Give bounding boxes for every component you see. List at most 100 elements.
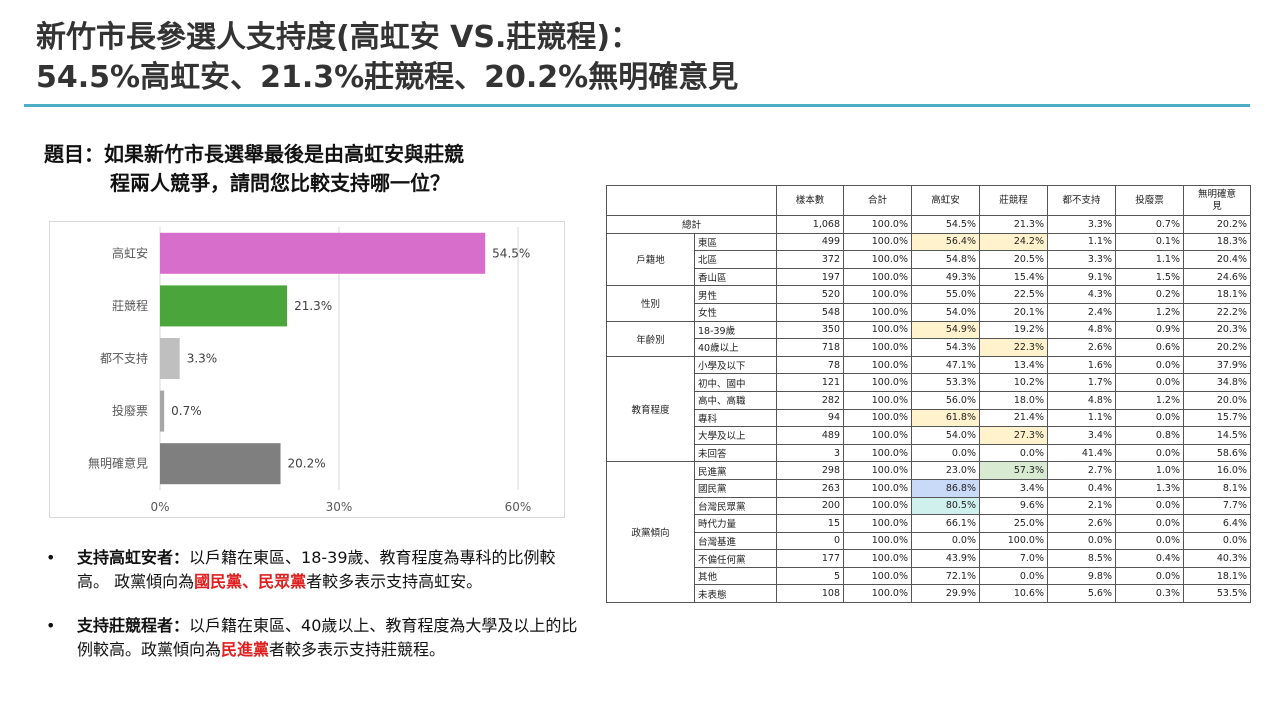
table-cell: 1.7% [1047, 373, 1116, 392]
row-label: 專科 [694, 408, 777, 428]
table-cell: 718 [776, 338, 844, 357]
table-cell: 20.2% [1183, 215, 1251, 234]
table-cell: 20.2% [1183, 338, 1251, 357]
table-cell: 0.1% [1115, 232, 1184, 252]
table-cell: 298 [776, 461, 844, 480]
table-cell: 0.9% [1115, 320, 1184, 340]
row-label: 大學及以上 [694, 426, 777, 445]
table-cell: 61.8% [911, 408, 980, 428]
table-cell: 350 [776, 320, 844, 340]
row-label: 不偏任何黨 [694, 549, 777, 568]
table-cell: 0.0% [1183, 531, 1251, 551]
table-cell: 4.8% [1047, 390, 1116, 410]
slide-title: 新竹市長參選人支持度(高虹安 VS.莊競程)： 54.5%高虹安、21.3%莊競… [36, 18, 1246, 98]
table-cell: 0.3% [1115, 584, 1184, 604]
table-cell: 22.3% [979, 338, 1048, 357]
finding-heading: 支持莊競程者： [77, 616, 190, 635]
table-cell: 24.6% [1183, 267, 1251, 287]
table-cell: 54.8% [911, 250, 980, 269]
table-cell: 9.8% [1047, 566, 1116, 586]
table-cell: 47.1% [911, 355, 980, 375]
table-cell: 548 [776, 302, 844, 322]
table-cell: 21.4% [979, 408, 1048, 428]
bullet-dot-icon: • [46, 616, 56, 635]
table-cell: 1,068 [776, 215, 844, 234]
table-cell: 3.3% [1047, 215, 1116, 234]
table-cell: 94 [776, 408, 844, 428]
table-cell: 0.0% [1115, 514, 1184, 533]
table-cell: 100.0% [843, 514, 912, 533]
table-cell: 4.8% [1047, 320, 1116, 340]
table-cell: 100.0% [843, 549, 912, 568]
table-row: 教育程度 小學及以下 78 100.0% 47.1% 13.4% 1.6% 0.0% 37.9% [606, 355, 1251, 463]
table-cell: 3 [776, 443, 844, 463]
findings-list: • 支持高虹安者：以戶籍在東區、18-39歲、教育程度為專科的比例較高。 政黨傾… [44, 546, 584, 682]
table-cell: 100.0% [843, 443, 912, 463]
table-cell: 56.0% [911, 390, 980, 410]
table-cell: 23.0% [911, 461, 980, 480]
data-label: 21.3% [294, 299, 332, 313]
column-header: 都不支持 [1047, 185, 1116, 216]
table-row: 高中、高職 282 100.0% 56.0% 18.0% 4.8% 1.2% 20.0% [607, 390, 1251, 410]
table-cell: 2.7% [1047, 461, 1116, 480]
column-header: 合計 [843, 185, 912, 216]
table-cell: 6.4% [1183, 514, 1251, 533]
column-header: 投廢票 [1115, 185, 1184, 216]
group-label: 年齡別 [606, 320, 695, 357]
table-row: 未表態 108 100.0% 29.9% 10.6% 5.6% 0.3% 53.5% [607, 584, 1251, 604]
table-cell: 24.2% [979, 232, 1048, 252]
table-row: 40歲以上 718 100.0% 54.3% 22.3% 2.6% 0.6% 20.2% [607, 338, 1251, 357]
table-cell: 54.0% [911, 302, 980, 322]
table-header-row: 樣本數 合計 高虹安 莊競程 都不支持 投廢票 無明確意見 [606, 185, 1251, 216]
row-label: 18-39歲 [694, 320, 777, 340]
table-cell: 100.0% [843, 355, 912, 375]
table-cell: 9.1% [1047, 267, 1116, 287]
finding-text: 以戶籍在東區、40歲以上、教育程度為大學及以上的比例較高。政黨傾向為 [77, 616, 578, 659]
table-cell: 2.6% [1047, 514, 1116, 533]
table-row: 政黨傾向 民進黨 298 100.0% 23.0% 57.3% 2.7% 1.0% 16.0% [606, 461, 1251, 604]
table-cell: 100.0% [843, 584, 912, 604]
table-cell: 100.0% [843, 285, 912, 304]
survey-question: 題目：如果新竹市長選舉最後是由高虹安與莊競 程兩人競爭，請問您比較支持哪一位？ [44, 140, 574, 198]
table-cell: 41.4% [1047, 443, 1116, 463]
table-cell: 20.0% [1183, 390, 1251, 410]
bar [160, 443, 281, 485]
table-cell: 3.4% [979, 478, 1048, 498]
table-cell: 8.1% [1183, 478, 1251, 498]
data-label: 0.7% [171, 404, 202, 418]
row-label: 男性 [694, 285, 777, 304]
data-label: 3.3% [187, 352, 218, 366]
table-cell: 0.0% [1115, 373, 1184, 392]
table-cell: 40.3% [1183, 549, 1251, 568]
row-label: 時代力量 [694, 514, 777, 533]
table-cell: 13.4% [979, 355, 1048, 375]
table-cell: 43.9% [911, 549, 980, 568]
table-row: 時代力量 15 100.0% 66.1% 25.0% 2.6% 0.0% 6.4% [607, 514, 1251, 533]
table-cell: 18.1% [1183, 285, 1251, 304]
crosstab-table: 樣本數 合計 高虹安 莊競程 都不支持 投廢票 無明確意見 總計 1,068 100… [606, 185, 1251, 604]
group-label: 政黨傾向 [606, 461, 695, 604]
row-label: 總計 [606, 215, 777, 234]
group-label: 性別 [606, 285, 695, 322]
table-cell: 54.9% [911, 320, 980, 340]
table-cell: 1.2% [1115, 302, 1184, 322]
table-cell: 20.3% [1183, 320, 1251, 340]
column-header: 樣本數 [776, 185, 844, 216]
table-cell: 0.0% [1115, 496, 1184, 516]
table-cell: 0.0% [1047, 531, 1116, 551]
table-cell: 0.0% [979, 443, 1048, 463]
table-cell: 22.2% [1183, 302, 1251, 322]
table-cell: 3.4% [1047, 426, 1116, 445]
table-cell: 108 [776, 584, 844, 604]
table-cell: 5 [776, 566, 844, 586]
group-label: 戶籍地 [606, 232, 695, 287]
table-row: 國民黨 263 100.0% 86.8% 3.4% 0.4% 1.3% 8.1% [607, 478, 1251, 498]
row-label: 初中、國中 [694, 373, 777, 392]
finding-item-kao: • 支持高虹安者：以戶籍在東區、18-39歲、教育程度為專科的比例較高。 政黨傾… [44, 546, 584, 594]
table-row: 北區 372 100.0% 54.8% 20.5% 3.3% 1.1% 20.4% [607, 250, 1251, 269]
table-cell: 100.0% [843, 232, 912, 252]
table-row: 其他 5 100.0% 72.1% 0.0% 9.8% 0.0% 18.1% [607, 566, 1251, 586]
table-cell: 0.4% [1115, 549, 1184, 568]
table-cell: 53.3% [911, 373, 980, 392]
table-cell: 200 [776, 496, 844, 516]
